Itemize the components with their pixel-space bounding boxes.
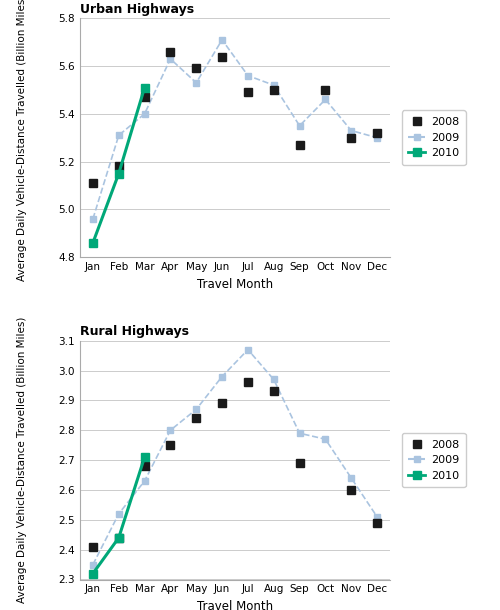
X-axis label: Travel Month: Travel Month: [197, 278, 273, 290]
Y-axis label: Average Daily Vehicle-Distance Travelled (Billion Miles): Average Daily Vehicle-Distance Travelled…: [18, 0, 28, 281]
Text: Urban Highways: Urban Highways: [80, 2, 194, 16]
Y-axis label: Average Daily Vehicle-Distance Travelled (Billion Miles): Average Daily Vehicle-Distance Travelled…: [18, 317, 28, 603]
Text: Rural Highways: Rural Highways: [80, 325, 189, 338]
Legend: 2008, 2009, 2010: 2008, 2009, 2010: [402, 110, 466, 165]
Legend: 2008, 2009, 2010: 2008, 2009, 2010: [402, 433, 466, 487]
X-axis label: Travel Month: Travel Month: [197, 600, 273, 610]
